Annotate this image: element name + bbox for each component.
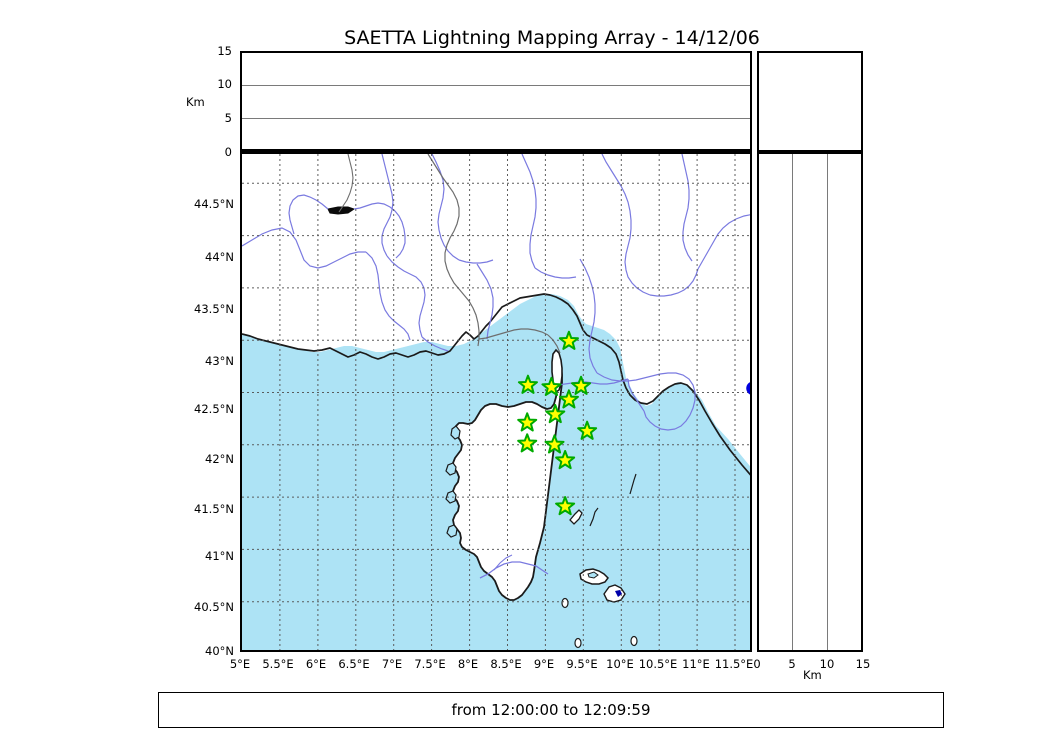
top-ytick-0: 0 bbox=[224, 145, 232, 159]
map-ytick-40.5: 40.5°N bbox=[194, 600, 234, 614]
station-marker bbox=[577, 420, 598, 440]
panel-map[interactable] bbox=[240, 152, 752, 652]
panel-separator bbox=[240, 149, 752, 154]
gridline-right-5km bbox=[792, 154, 793, 650]
map-xtick-7: 7°E bbox=[381, 657, 403, 671]
map-ytick-41: 41°N bbox=[205, 549, 234, 563]
right-panel-axis-label: Km bbox=[803, 668, 822, 682]
vhf-source-markers bbox=[746, 382, 750, 395]
map-xtick-5: 5°E bbox=[229, 657, 251, 671]
time-range-box[interactable]: from 12:00:00 to 12:09:59 bbox=[158, 692, 944, 728]
vhf-source-marker bbox=[746, 382, 750, 395]
map-xtick-9: 9°E bbox=[533, 657, 555, 671]
panel-altitude-vs-latitude[interactable] bbox=[757, 152, 863, 652]
panel-altitude-vs-longitude[interactable] bbox=[240, 51, 752, 152]
map-xtick-11: 11°E bbox=[682, 657, 710, 671]
station-marker bbox=[555, 449, 576, 470]
panel-altitude-histogram[interactable] bbox=[757, 51, 863, 152]
map-ytick-43.5: 43.5°N bbox=[194, 302, 234, 316]
right-xtick-15: 15 bbox=[855, 657, 871, 671]
map-xtick-11.5: 11.5°E bbox=[714, 657, 754, 671]
map-xtick-8: 8°E bbox=[457, 657, 479, 671]
map-ytick-40: 40°N bbox=[205, 644, 234, 658]
map-ytick-41.5: 41.5°N bbox=[194, 502, 234, 516]
station-marker bbox=[571, 375, 592, 395]
map-xtick-10: 10°E bbox=[606, 657, 634, 671]
station-marker bbox=[558, 389, 579, 409]
station-markers bbox=[517, 330, 598, 516]
station-marker bbox=[545, 403, 566, 424]
map-ytick-42.5: 42.5°N bbox=[194, 402, 234, 416]
map-xtick-10.5: 10.5°E bbox=[638, 657, 678, 671]
map-xtick-9.5: 9.5°E bbox=[566, 657, 598, 671]
station-marker bbox=[517, 433, 538, 453]
top-ytick-10: 10 bbox=[217, 77, 232, 91]
map-xtick-8.5: 8.5°E bbox=[490, 657, 522, 671]
station-marker bbox=[517, 374, 538, 394]
station-marker bbox=[544, 434, 565, 454]
time-range-text: from 12:00:00 to 12:09:59 bbox=[451, 701, 651, 719]
station-marker bbox=[555, 496, 576, 516]
right-xtick-10: 10 bbox=[819, 657, 835, 671]
gridline-5km bbox=[242, 118, 750, 119]
map-xtick-5.5: 5.5°E bbox=[262, 657, 294, 671]
right-xtick-0: 0 bbox=[753, 657, 761, 671]
station-marker bbox=[517, 412, 538, 432]
map-xtick-7.5: 7.5°E bbox=[414, 657, 446, 671]
top-ytick-5: 5 bbox=[224, 111, 232, 125]
map-ytick-42: 42°N bbox=[205, 452, 234, 466]
top-panel-axis-label: Km bbox=[186, 95, 205, 109]
map-ytick-44: 44°N bbox=[205, 250, 234, 264]
station-marker bbox=[541, 376, 562, 396]
map-ytick-44.5: 44.5°N bbox=[194, 197, 234, 211]
map-graphic bbox=[242, 154, 750, 650]
page-title: SAETTA Lightning Mapping Array - 14/12/0… bbox=[344, 27, 760, 49]
map-xtick-6.5: 6.5°E bbox=[338, 657, 370, 671]
station-marker bbox=[558, 330, 579, 350]
gridline-right-10km bbox=[827, 154, 828, 650]
map-xtick-6: 6°E bbox=[305, 657, 327, 671]
right-xtick-5: 5 bbox=[788, 657, 796, 671]
top-ytick-15: 15 bbox=[217, 44, 232, 58]
gridline-10km bbox=[242, 85, 750, 86]
map-ytick-43: 43°N bbox=[205, 354, 234, 368]
